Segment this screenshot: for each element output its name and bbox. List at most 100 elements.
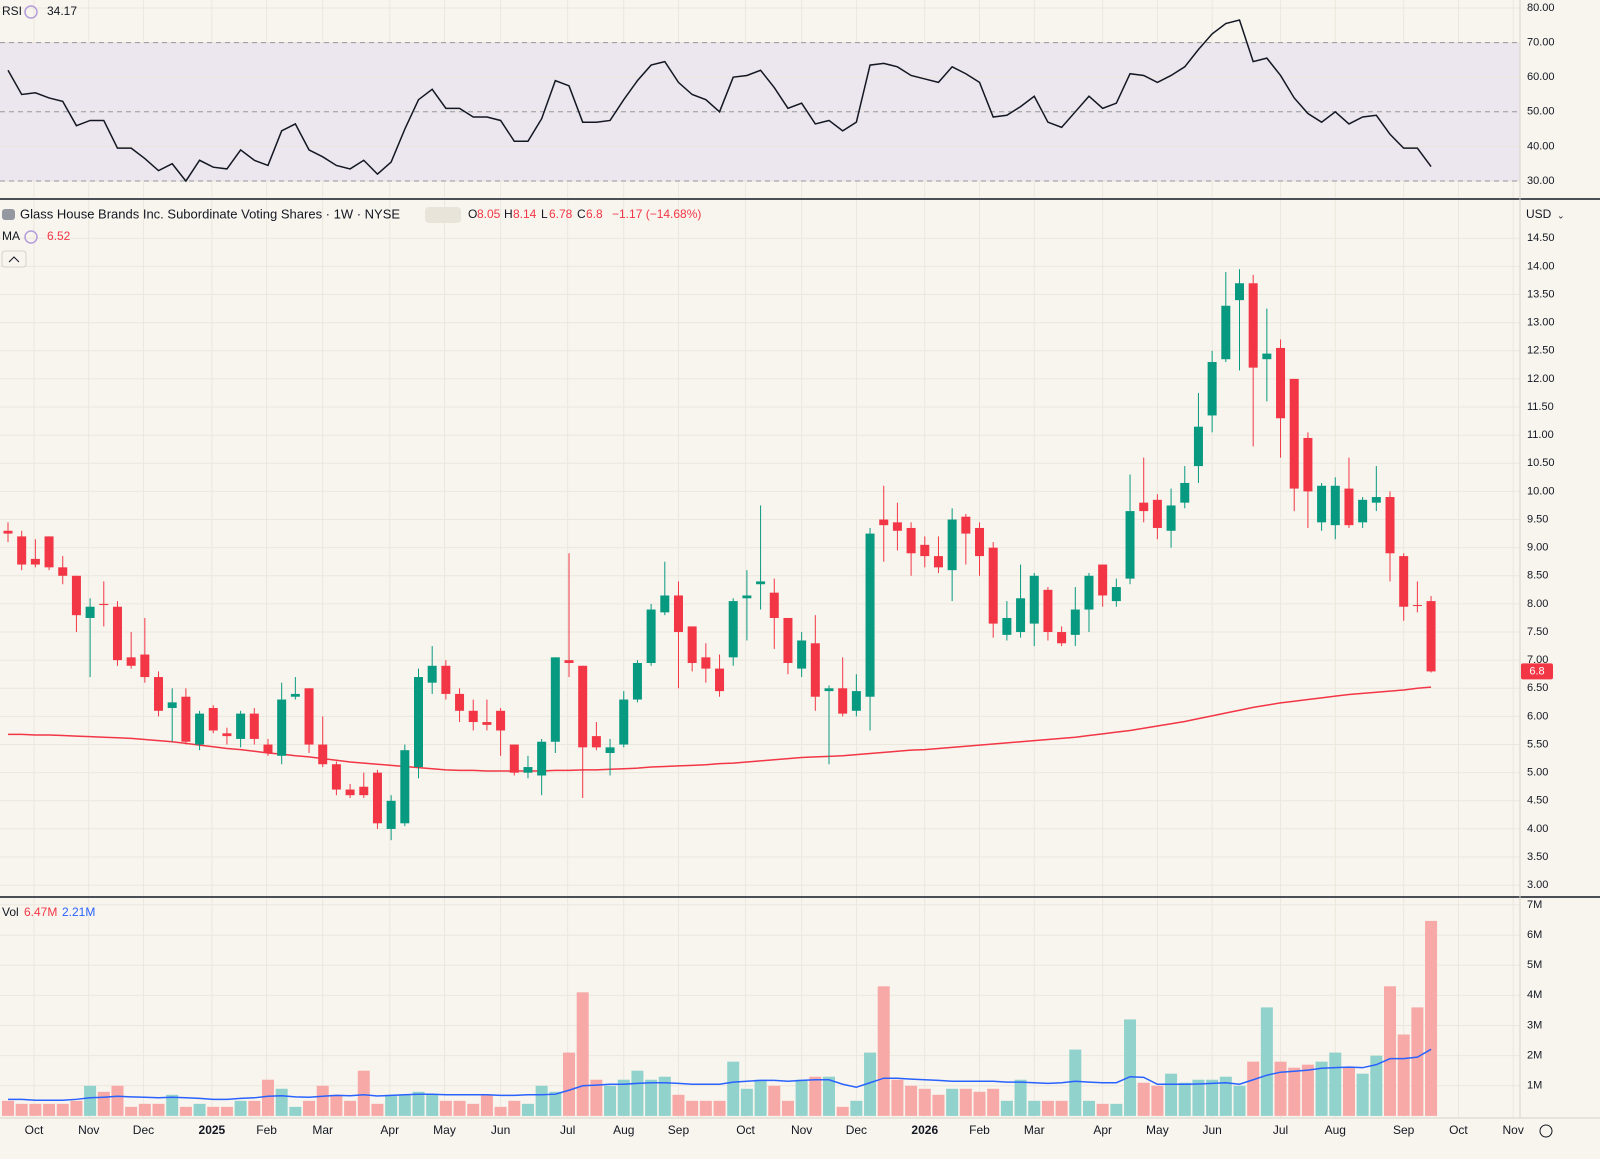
y-tick-label: 60.00 — [1527, 71, 1555, 83]
candle-body — [1002, 617, 1012, 635]
volume-bar — [1014, 1079, 1027, 1116]
volume-bar — [193, 1103, 206, 1116]
volume-bar — [1082, 1100, 1095, 1116]
volume-bar — [549, 1091, 562, 1116]
volume-bar — [905, 1085, 918, 1116]
y-tick-label: 12.00 — [1527, 373, 1555, 385]
candle-body — [386, 800, 396, 829]
candle-body — [1152, 499, 1162, 528]
volume-bar — [1000, 1100, 1013, 1116]
volume-bar — [1219, 1076, 1232, 1116]
y-tick-label: 70.00 — [1527, 36, 1555, 48]
candle-body — [126, 657, 136, 666]
candle-body — [455, 693, 465, 711]
volume-bar — [1206, 1079, 1219, 1116]
candle-body — [167, 702, 177, 708]
grid — [0, 0, 1520, 1118]
x-tick-label: Aug — [613, 1123, 634, 1137]
candle-body — [1371, 497, 1381, 503]
y-tick-label: 8.00 — [1527, 598, 1548, 610]
volume-bar — [576, 992, 589, 1116]
candle-body — [414, 677, 424, 768]
collapse-button[interactable] — [1, 250, 27, 268]
candle-body — [988, 547, 998, 624]
y-tick-label: 1M — [1527, 1080, 1542, 1092]
volume-bar — [1342, 1067, 1355, 1116]
candle-body — [195, 713, 205, 745]
price-tag-label: 6.8 — [1529, 665, 1544, 677]
candle-body — [756, 581, 766, 585]
candle-body — [1234, 283, 1244, 301]
candle-body — [1180, 482, 1190, 503]
y-tick-label: 4M — [1527, 989, 1542, 1001]
ma-line — [8, 686, 1432, 772]
x-tick-label: Nov — [791, 1123, 812, 1137]
y-tick-label: 4.00 — [1527, 823, 1548, 835]
ohlc-value: 8.05 — [477, 207, 501, 221]
candle-body — [1111, 587, 1121, 602]
volume-bar — [1397, 1034, 1410, 1116]
volume-bar — [1274, 1061, 1287, 1116]
candle-body — [441, 665, 451, 694]
x-tick-label: Nov — [1502, 1123, 1523, 1137]
volume-bar — [1110, 1103, 1123, 1116]
y-tick-label: 7M — [1527, 899, 1542, 911]
ohlc-letter: L — [541, 207, 548, 221]
x-tick-label: Sep — [668, 1123, 690, 1137]
volume-bar — [795, 1079, 808, 1116]
currency-dropdown[interactable]: ⌄ — [1557, 210, 1565, 220]
candle-body — [1303, 437, 1313, 492]
settings-icon[interactable] — [1539, 1124, 1553, 1138]
candle-body — [140, 654, 150, 678]
candle-body — [537, 741, 547, 776]
volume-bar — [426, 1094, 439, 1116]
volume-bar — [1069, 1049, 1082, 1116]
volume-bar — [1315, 1061, 1328, 1116]
ohlc-value: 6.8 — [586, 207, 603, 221]
x-tick-label: May — [433, 1123, 456, 1137]
y-tick-label: 10.00 — [1527, 485, 1555, 497]
y-tick-label: 10.50 — [1527, 457, 1555, 469]
candle-body — [838, 688, 848, 714]
volume-bar — [385, 1094, 398, 1116]
y-tick-label: 14.50 — [1527, 232, 1555, 244]
x-tick-label: 2025 — [199, 1123, 226, 1137]
volume-bar — [439, 1100, 452, 1116]
candle-body — [1043, 589, 1053, 633]
y-tick-label: 2M — [1527, 1050, 1542, 1062]
y-tick-label: 13.00 — [1527, 317, 1555, 329]
volume-bar — [1288, 1067, 1301, 1116]
candle-body — [673, 595, 683, 633]
volume-bar — [303, 1100, 316, 1116]
volume-bar — [1247, 1061, 1260, 1116]
candle-body — [1289, 378, 1299, 489]
volume-bar — [371, 1103, 384, 1116]
volume-bar — [220, 1106, 233, 1116]
candle-body — [797, 640, 807, 669]
volume-bar — [1178, 1082, 1191, 1116]
candle-body — [564, 660, 574, 663]
y-tick-label: 6M — [1527, 929, 1542, 941]
candle-body — [331, 764, 341, 790]
currency[interactable]: USD — [1526, 207, 1552, 221]
volume-bar — [84, 1085, 97, 1116]
volume-bar — [398, 1094, 411, 1116]
candle-body — [112, 606, 122, 661]
y-tick-label: 11.50 — [1527, 401, 1554, 413]
vol-legend-name: Vol — [2, 905, 19, 919]
candle-body — [646, 609, 656, 663]
candle-body — [1207, 362, 1217, 416]
x-tick-label: Jul — [1273, 1123, 1288, 1137]
x-tick-label: Jun — [1202, 1123, 1221, 1137]
candle-body — [975, 527, 985, 557]
candle-body — [99, 603, 109, 606]
y-tick-label: 6.50 — [1527, 682, 1548, 694]
x-tick-label: Jun — [491, 1123, 510, 1137]
volume-bar — [43, 1103, 56, 1116]
candle-body — [372, 772, 382, 824]
volume-bar — [111, 1085, 124, 1116]
volume-ma-line — [8, 1048, 1432, 1101]
candle-body — [1317, 485, 1327, 523]
volume-bar — [1055, 1100, 1068, 1116]
